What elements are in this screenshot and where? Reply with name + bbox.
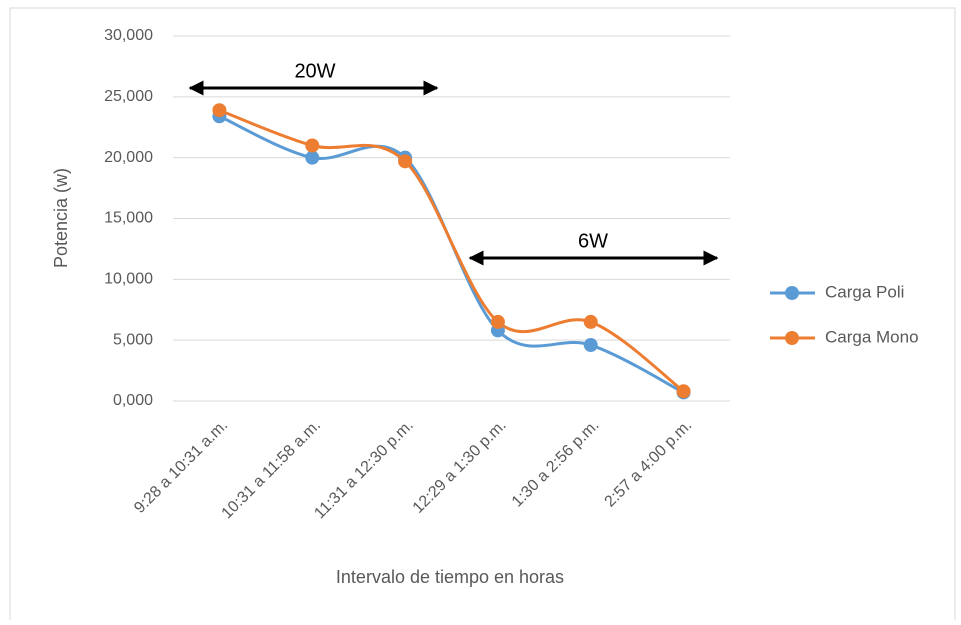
y-axis-label: Potencia (w) xyxy=(51,168,71,268)
annotation: 6W xyxy=(578,230,608,252)
y-tick-label: 10,000 xyxy=(104,271,153,288)
y-tick-label: 15,000 xyxy=(104,210,153,227)
y-tick-label: 25,000 xyxy=(104,88,153,105)
y-tick-label: 0,000 xyxy=(113,392,153,409)
x-tick-label: 11:31 a 12:30 p.m. xyxy=(311,417,417,523)
data-point xyxy=(398,154,413,169)
legend-marker xyxy=(785,331,799,345)
grid xyxy=(173,35,730,402)
data-point xyxy=(305,150,320,165)
y-tick-label: 20,000 xyxy=(104,149,153,166)
x-tick-label: 9:28 a 10:31 a.m. xyxy=(131,417,231,517)
data-point xyxy=(212,103,227,118)
y-tick-label: 5,000 xyxy=(113,331,153,348)
x-tick-label: 12:29 a 1:30 p.m. xyxy=(410,417,510,517)
data-point xyxy=(490,314,505,329)
x-axis-label: Intervalo de tiempo en horas xyxy=(336,567,564,587)
data-point xyxy=(676,384,691,399)
y-tick-label: 30,000 xyxy=(104,27,153,44)
series-line xyxy=(218,108,685,393)
chart-frame xyxy=(9,7,956,625)
data-point xyxy=(305,138,320,153)
annotation: 20W xyxy=(294,60,335,82)
legend-marker xyxy=(785,286,799,300)
data-point xyxy=(583,314,598,329)
legend-label: Carga Poli xyxy=(825,282,904,301)
legend-label: Carga Mono xyxy=(825,327,919,346)
x-tick-label: 2:57 a 4:00 p.m. xyxy=(602,417,696,511)
data-point xyxy=(583,338,598,353)
x-tick-label: 10:31 a 11:58 a.m. xyxy=(219,417,325,523)
x-tick-label: 1:30 a 2:56 p.m. xyxy=(509,417,603,511)
